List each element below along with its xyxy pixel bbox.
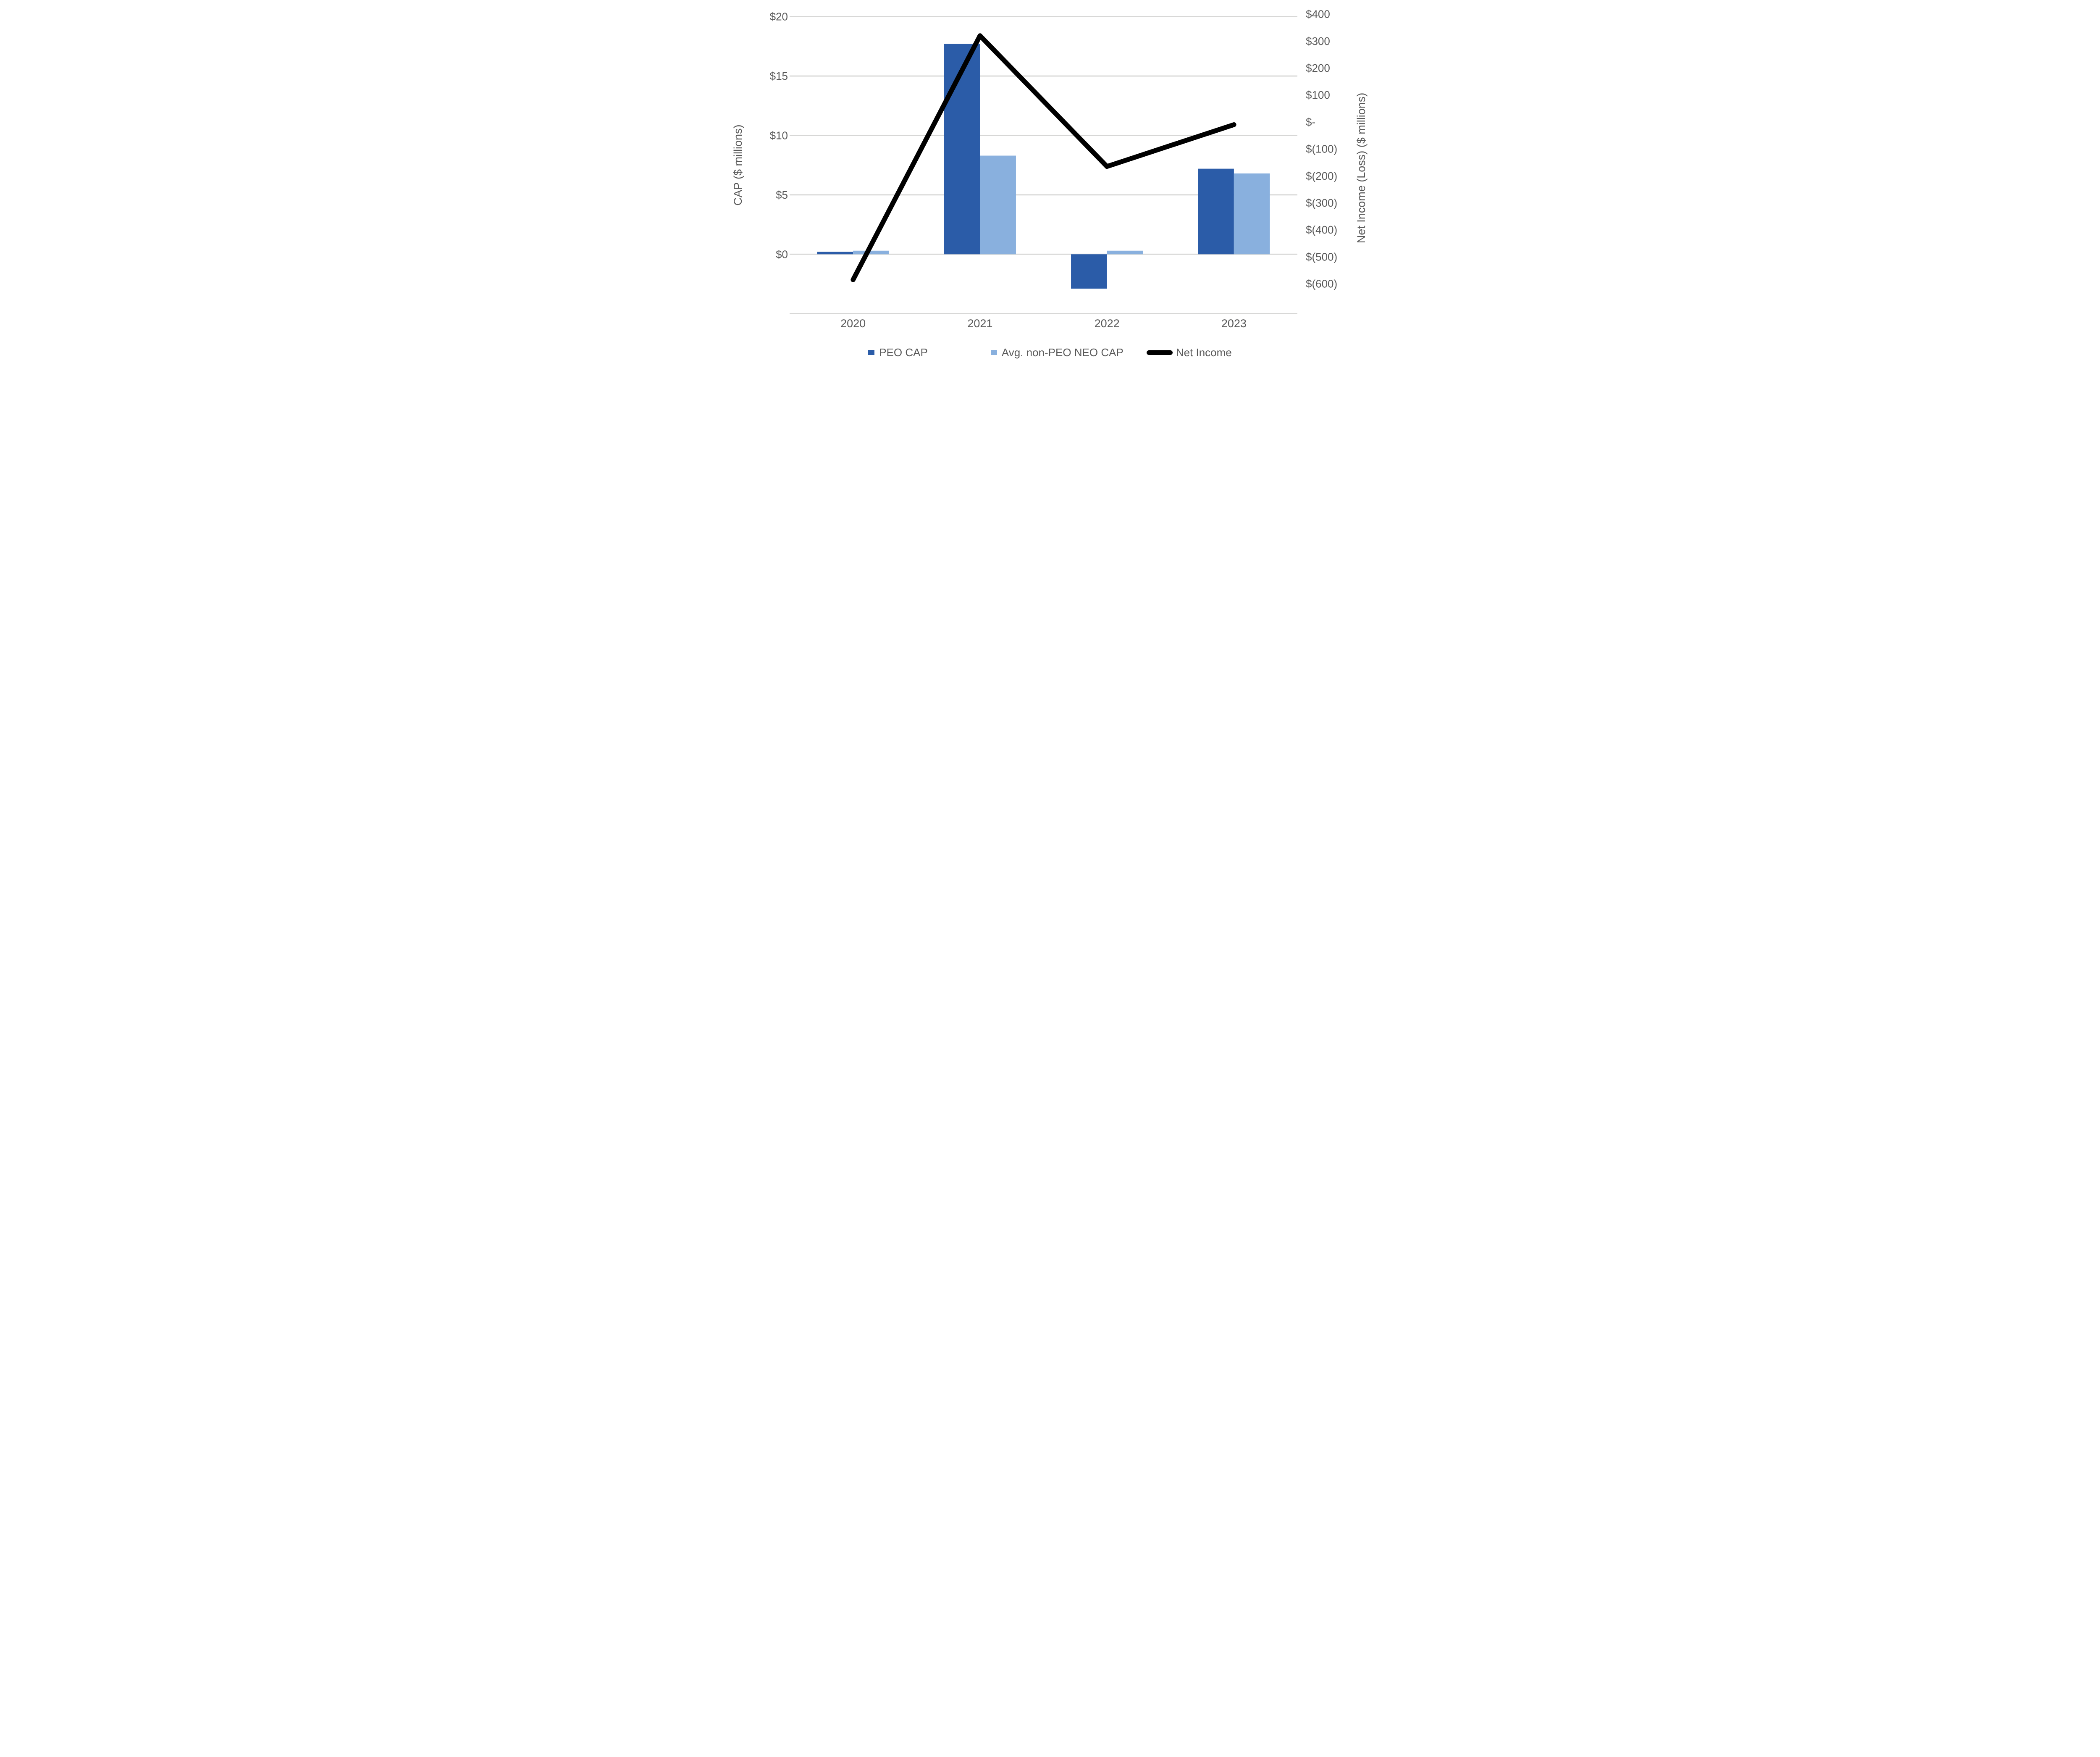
right-axis-title: Net Income (Loss) ($ millions): [1355, 93, 1368, 244]
right-axis-tick-label: $(100): [1306, 143, 1337, 155]
right-axis-tick-label: $(600): [1306, 278, 1337, 290]
x-axis-label-2022: 2022: [1095, 317, 1120, 330]
left-axis-tick-label: $10: [770, 129, 788, 142]
right-axis-tick-label: $200: [1306, 62, 1330, 74]
bar-peo-cap-2023: [1198, 168, 1234, 255]
legend-label-avg-non-peo-neo-cap: Avg. non-PEO NEO CAP: [1001, 346, 1124, 359]
net-income-line-swatch-icon: [1146, 350, 1173, 355]
legend-item-net-income: Net Income: [1146, 346, 1232, 359]
peo-cap-swatch-icon: [868, 350, 875, 355]
left-axis-tick-label: $0: [776, 248, 788, 260]
right-axis-tick-label: $300: [1306, 35, 1330, 47]
bar-peo-cap-2021: [944, 44, 980, 255]
x-axis-label-2021: 2021: [967, 317, 992, 330]
legend-label-peo-cap: PEO CAP: [879, 346, 928, 359]
right-axis-tick-label: $(500): [1306, 250, 1337, 263]
bar-peo-cap-2020: [817, 252, 853, 255]
bar-avg-non-peo-neo-cap-2022: [1107, 250, 1143, 255]
bar-avg-non-peo-neo-cap-2020: [853, 250, 889, 255]
left-axis-tick-label: $15: [770, 70, 788, 82]
x-axis-label-2023: 2023: [1221, 317, 1247, 330]
legend-item-avg-non-peo-neo-cap: Avg. non-PEO NEO CAP: [990, 346, 1124, 359]
right-axis-tick-label: $(300): [1306, 197, 1337, 209]
bar-avg-non-peo-neo-cap-2023: [1234, 173, 1270, 255]
legend-label-net-income: Net Income: [1176, 346, 1232, 359]
pay-versus-performance-chart: $20 $15 $10 $5 $0 $400 $300 $200 $100 $- $(100) $(2…: [727, 0, 1373, 370]
left-axis-title: CAP ($ millions): [732, 124, 744, 205]
legend-item-peo-cap: PEO CAP: [868, 346, 928, 359]
legend: PEO CAP Avg. non-PEO NEO CAP Net Income: [727, 336, 1373, 369]
combo-chart-canvas: $20 $15 $10 $5 $0 $400 $300 $200 $100 $- $(100) $(2…: [732, 8, 1368, 330]
right-axis-tick-label: $100: [1306, 89, 1330, 101]
right-axis-tick-label: $(200): [1306, 170, 1337, 182]
bar-peo-cap-2022: [1071, 254, 1107, 289]
avg-non-peo-neo-cap-swatch-icon: [990, 350, 997, 355]
right-axis-tick-label: $(400): [1306, 223, 1337, 236]
left-axis-tick-label: $5: [776, 189, 788, 201]
right-axis-tick-label: $400: [1306, 8, 1330, 21]
x-axis-label-2020: 2020: [840, 317, 866, 330]
net-income-line: [850, 33, 1236, 282]
right-axis-tick-label: $-: [1306, 116, 1315, 128]
left-axis-tick-label: $20: [770, 11, 788, 23]
bar-avg-non-peo-neo-cap-2021: [980, 155, 1016, 255]
